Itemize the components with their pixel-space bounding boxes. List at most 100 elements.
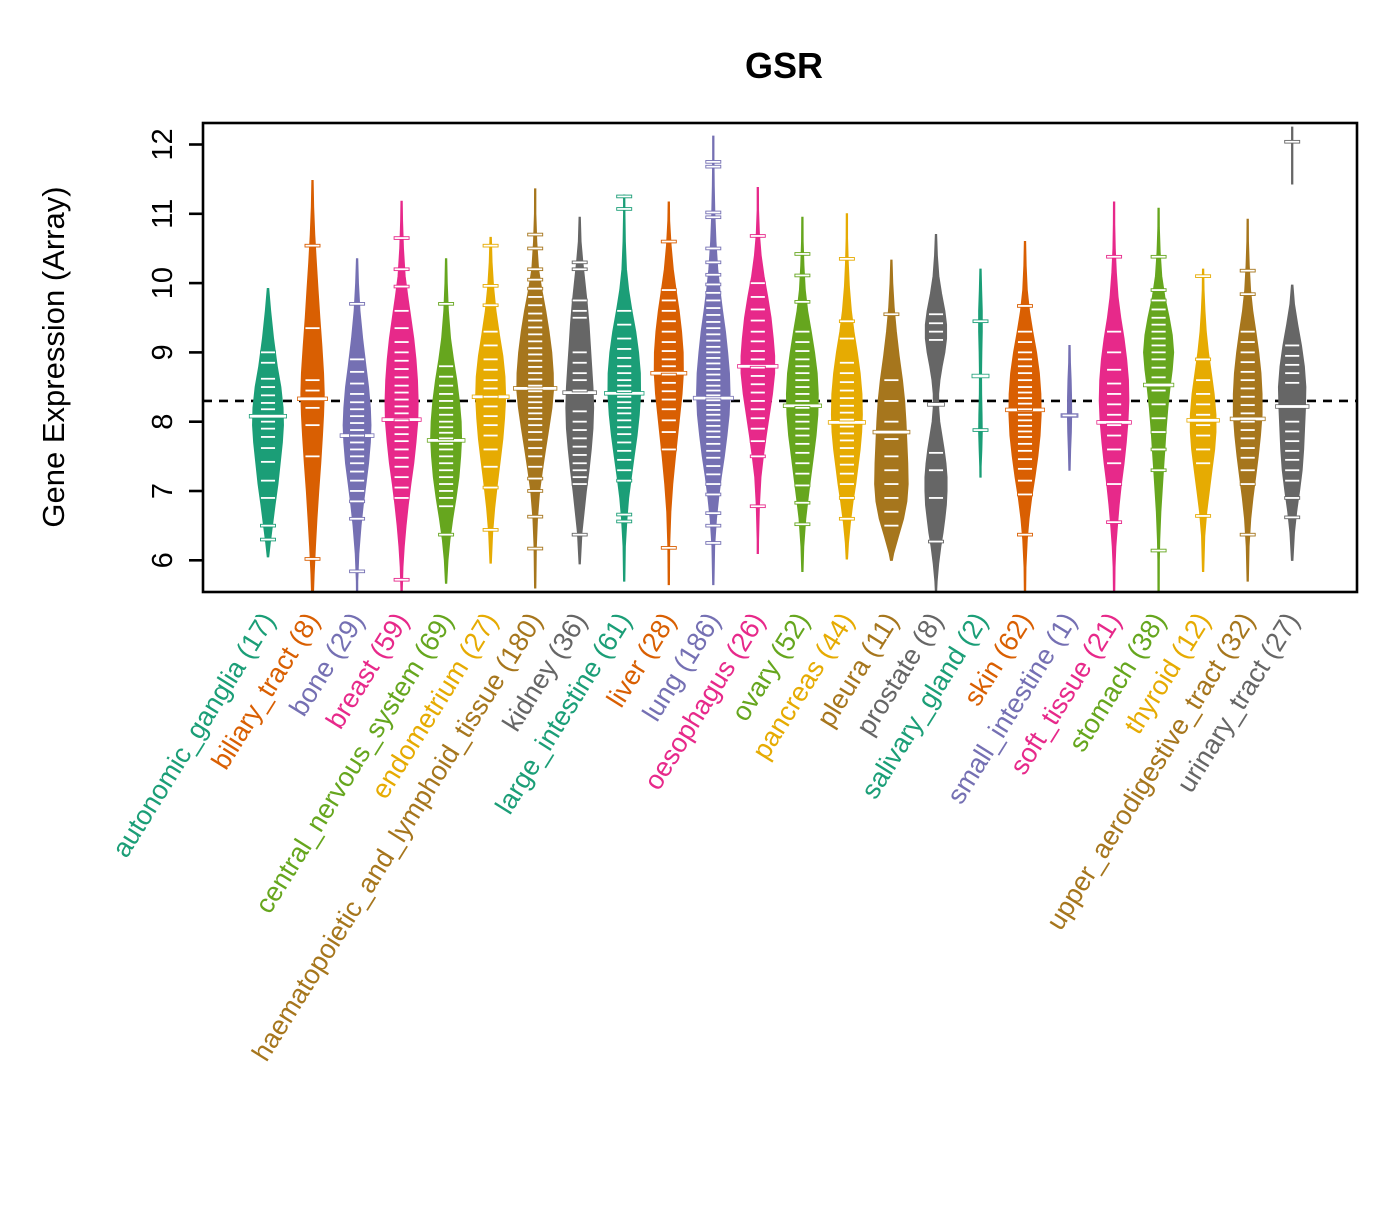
data-tick bbox=[1284, 439, 1301, 443]
data-tick bbox=[705, 326, 722, 330]
data-tick bbox=[438, 454, 455, 459]
data-tick bbox=[1106, 412, 1123, 417]
data-tick bbox=[1017, 435, 1033, 439]
data-tick bbox=[705, 367, 722, 371]
data-tick bbox=[1284, 354, 1301, 358]
violin-outlier-segment-urinary_tract bbox=[1291, 126, 1294, 185]
data-tick bbox=[527, 325, 544, 330]
data-tick bbox=[616, 411, 633, 416]
data-tick bbox=[260, 401, 276, 405]
data-tick bbox=[1150, 548, 1167, 553]
data-tick bbox=[393, 350, 410, 355]
data-tick bbox=[1239, 428, 1256, 432]
data-tick bbox=[438, 302, 455, 306]
data-tick bbox=[1195, 423, 1212, 427]
violin-shape-skin bbox=[1008, 240, 1042, 592]
data-tick bbox=[1239, 446, 1256, 450]
data-tick bbox=[527, 514, 544, 519]
data-tick bbox=[794, 500, 811, 505]
data-tick bbox=[1284, 449, 1301, 453]
violin-large_intestine bbox=[604, 194, 645, 582]
data-tick bbox=[616, 519, 633, 524]
data-tick bbox=[571, 309, 588, 313]
data-tick bbox=[749, 426, 766, 431]
data-tick bbox=[304, 454, 321, 459]
data-tick bbox=[1195, 274, 1212, 278]
data-tick bbox=[1195, 357, 1212, 362]
data-tick bbox=[527, 430, 544, 434]
data-tick bbox=[438, 475, 455, 479]
data-tick bbox=[1239, 268, 1256, 273]
data-tick bbox=[1106, 482, 1123, 486]
data-tick bbox=[1239, 360, 1256, 364]
violin-oesophagus bbox=[737, 186, 779, 554]
data-tick bbox=[1239, 350, 1256, 355]
data-tick bbox=[1195, 392, 1212, 396]
data-tick bbox=[705, 306, 722, 310]
data-tick bbox=[571, 419, 588, 424]
data-tick bbox=[883, 437, 900, 441]
data-tick bbox=[838, 462, 855, 467]
data-tick bbox=[794, 483, 811, 488]
data-tick bbox=[1106, 461, 1123, 466]
violins bbox=[248, 126, 1310, 592]
data-tick bbox=[260, 360, 276, 365]
data-tick bbox=[393, 464, 410, 469]
data-tick bbox=[438, 436, 455, 441]
data-tick bbox=[482, 303, 499, 308]
violin-shape-stomach bbox=[1143, 207, 1175, 592]
data-tick bbox=[705, 361, 722, 366]
data-tick bbox=[616, 322, 633, 327]
data-tick bbox=[616, 425, 633, 430]
data-tick bbox=[705, 472, 722, 477]
data-tick bbox=[883, 523, 900, 528]
data-tick bbox=[349, 421, 366, 425]
data-tick bbox=[527, 476, 544, 481]
data-tick bbox=[349, 414, 366, 418]
data-tick bbox=[349, 569, 366, 574]
data-tick bbox=[260, 460, 276, 464]
data-tick bbox=[794, 461, 811, 466]
data-tick bbox=[794, 378, 811, 382]
data-tick bbox=[660, 340, 677, 344]
data-tick bbox=[705, 372, 722, 377]
data-tick bbox=[349, 381, 366, 386]
data-tick bbox=[1239, 329, 1256, 334]
data-tick bbox=[616, 383, 633, 388]
data-tick bbox=[349, 407, 366, 412]
data-tick bbox=[349, 499, 366, 504]
data-tick bbox=[393, 236, 410, 240]
data-tick bbox=[527, 352, 544, 357]
data-tick bbox=[1150, 298, 1167, 303]
data-tick bbox=[794, 340, 811, 344]
data-tick bbox=[838, 516, 855, 521]
data-tick bbox=[705, 320, 722, 324]
data-tick bbox=[1061, 413, 1078, 418]
data-tick bbox=[260, 478, 276, 483]
data-tick bbox=[1017, 418, 1033, 423]
data-tick bbox=[1284, 371, 1301, 375]
data-tick bbox=[616, 418, 633, 423]
data-tick bbox=[838, 482, 855, 486]
data-tick bbox=[749, 382, 766, 387]
data-tick bbox=[616, 468, 633, 473]
data-tick bbox=[571, 482, 588, 486]
data-tick bbox=[705, 282, 722, 287]
violin-haematopoietic_and_lymphoid_tissue bbox=[513, 188, 558, 589]
data-tick bbox=[1017, 364, 1033, 369]
data-tick bbox=[616, 458, 633, 462]
data-tick bbox=[482, 357, 499, 362]
data-tick bbox=[749, 504, 766, 509]
data-tick bbox=[438, 425, 455, 430]
y-tick-label: 6 bbox=[147, 552, 179, 568]
data-tick bbox=[616, 440, 633, 445]
data-tick bbox=[705, 442, 722, 446]
data-tick bbox=[438, 489, 455, 493]
data-tick bbox=[438, 532, 455, 537]
data-tick bbox=[438, 461, 455, 466]
data-tick bbox=[883, 419, 900, 424]
data-tick bbox=[527, 464, 544, 469]
data-tick bbox=[482, 367, 499, 372]
data-tick bbox=[527, 371, 544, 375]
data-tick bbox=[705, 418, 722, 423]
